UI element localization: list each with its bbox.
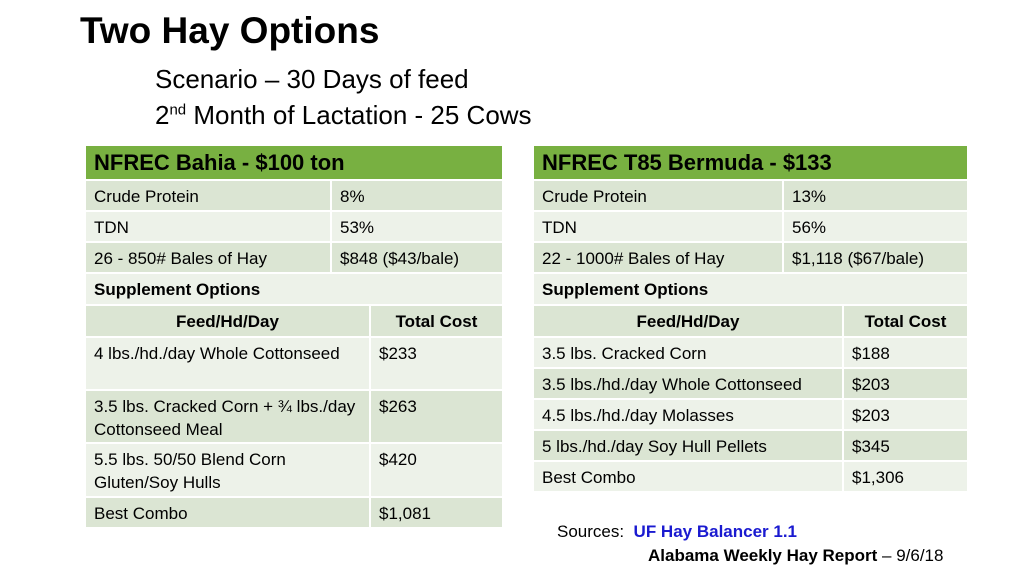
total-cost: $345 [843, 430, 968, 461]
total-cost: $233 [370, 337, 503, 390]
attribute-value: 53% [331, 211, 503, 242]
column-header: Total Cost [370, 305, 503, 337]
superscript: nd [169, 101, 187, 119]
text: Month of Lactation - 25 Cows [186, 100, 532, 130]
attribute-value: $848 ($43/bale) [331, 242, 503, 273]
sources-label: Sources: [557, 522, 625, 541]
attribute-label: 26 - 850# Bales of Hay [85, 242, 331, 273]
feed-option: 3.5 lbs. Cracked Corn [533, 337, 843, 368]
total-cost: $203 [843, 399, 968, 430]
total-cost: $263 [370, 390, 503, 443]
total-cost: $203 [843, 368, 968, 399]
attribute-value: $1,118 ($67/bale) [783, 242, 968, 273]
attribute-value: 56% [783, 211, 968, 242]
title: Two Hay Options [80, 10, 380, 51]
total-cost: $188 [843, 337, 968, 368]
feed-option: 4.5 lbs./hd./day Molasses [533, 399, 843, 430]
total-cost: $420 [370, 443, 503, 497]
attribute-value: 13% [783, 180, 968, 211]
column-header: Total Cost [843, 305, 968, 337]
feed-option: 3.5 lbs. Cracked Corn + ¾ lbs./day Cotto… [85, 390, 370, 443]
feed-option: 5 lbs./hd./day Soy Hull Pellets [533, 430, 843, 461]
table-header: NFREC Bahia - $100 ton [85, 145, 503, 180]
feed-option: 4 lbs./hd./day Whole Cottonseed [85, 337, 370, 390]
attribute-label: TDN [533, 211, 783, 242]
feed-option: 5.5 lbs. 50/50 Blend Corn Gluten/Soy Hul… [85, 443, 370, 497]
feed-option: Best Combo [533, 461, 843, 492]
source: Alabama Weekly Hay Report – 9/6/18 [648, 546, 943, 566]
source: UF Hay Balancer 1.1 [633, 522, 798, 541]
column-header: Feed/Hd/Day [85, 305, 370, 337]
source-name: Alabama Weekly Hay Report [648, 546, 878, 565]
section-heading: Supplement Options [85, 273, 503, 305]
subtitle-line: 2nd Month of Lactation - 25 Cows [155, 100, 532, 131]
attribute-label: Crude Protein [85, 180, 331, 211]
section-heading: Supplement Options [533, 273, 968, 305]
attribute-label: Crude Protein [533, 180, 783, 211]
column-header: Feed/Hd/Day [533, 305, 843, 337]
text: 2 [155, 100, 170, 130]
total-cost: $1,306 [843, 461, 968, 492]
attribute-label: TDN [85, 211, 331, 242]
sources: Sources: UF Hay Balancer 1.1 [557, 522, 797, 542]
attribute-value: 8% [331, 180, 503, 211]
attribute-label: 22 - 1000# Bales of Hay [533, 242, 783, 273]
total-cost: $1,081 [370, 497, 503, 528]
feed-option: 3.5 lbs./hd./day Whole Cottonseed [533, 368, 843, 399]
feed-option: Best Combo [85, 497, 370, 528]
source-date: – 9/6/18 [882, 546, 944, 565]
subtitle-line: Scenario – 30 Days of feed [155, 64, 469, 94]
table-header: NFREC T85 Bermuda - $133 [533, 145, 968, 180]
